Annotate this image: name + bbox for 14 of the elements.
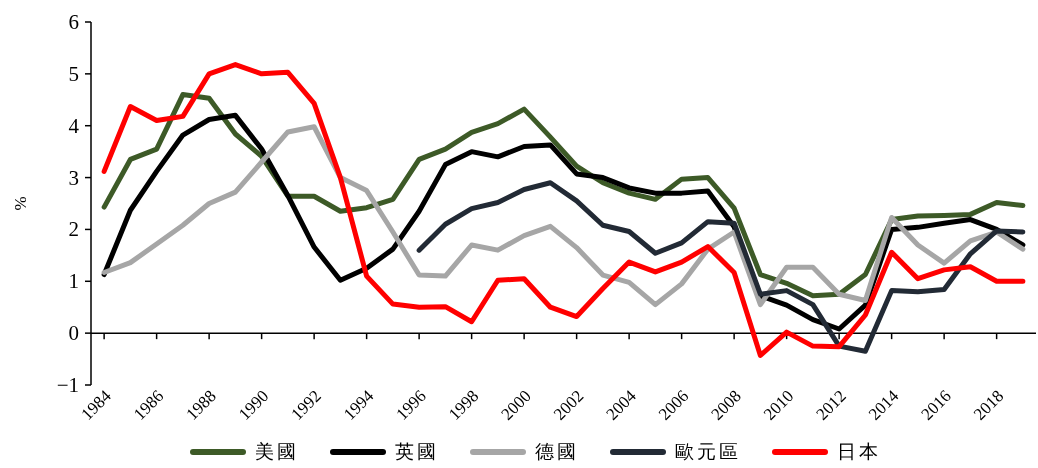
- y-tick-label: 0: [68, 321, 79, 346]
- y-axis-title: %: [11, 196, 30, 211]
- legend-label: 歐元區: [675, 441, 741, 462]
- y-tick-label: −1: [56, 373, 79, 397]
- y-tick-label: 3: [68, 165, 79, 190]
- y-tick-label: 6: [68, 10, 79, 34]
- y-tick-label: 4: [68, 113, 80, 138]
- y-tick-label: 5: [68, 61, 79, 86]
- y-tick-label: 2: [68, 217, 79, 242]
- legend-label: 美國: [255, 441, 299, 462]
- legend-label: 日本: [837, 441, 881, 462]
- legend-label: 德國: [535, 441, 579, 462]
- legend-label: 英國: [395, 441, 439, 462]
- y-tick-label: 1: [68, 269, 79, 294]
